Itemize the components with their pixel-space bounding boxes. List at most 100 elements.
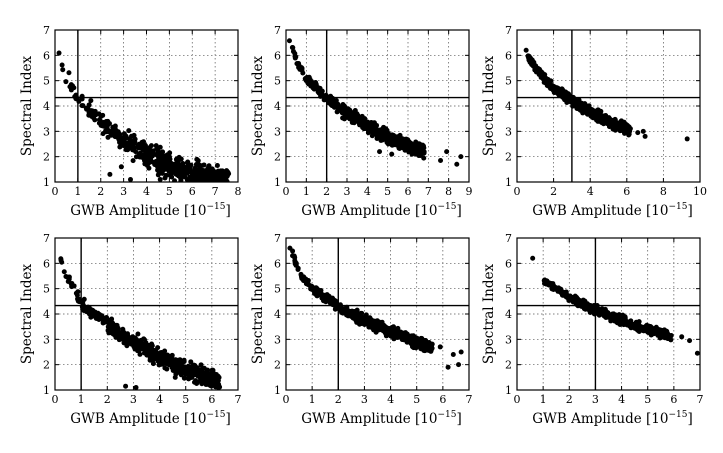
data-point bbox=[88, 108, 94, 114]
y-tick-label: 7 bbox=[274, 24, 281, 37]
data-point bbox=[375, 321, 381, 327]
data-point bbox=[93, 112, 99, 118]
data-point bbox=[144, 163, 150, 169]
data-point bbox=[377, 149, 383, 155]
data-point bbox=[133, 336, 139, 342]
data-point bbox=[389, 151, 395, 157]
data-point bbox=[332, 99, 338, 105]
data-point bbox=[289, 44, 295, 50]
data-point bbox=[348, 114, 354, 120]
data-point bbox=[133, 384, 139, 390]
data-point bbox=[60, 67, 66, 73]
data-point bbox=[63, 79, 69, 85]
scatter-points bbox=[530, 255, 700, 356]
y-tick-label: 7 bbox=[505, 232, 512, 245]
data-point bbox=[68, 87, 74, 93]
x-tick-label: 6 bbox=[623, 185, 630, 198]
data-point bbox=[550, 281, 556, 287]
data-point bbox=[150, 150, 156, 156]
data-point bbox=[156, 167, 162, 173]
data-point bbox=[199, 369, 205, 375]
data-point bbox=[405, 337, 411, 343]
y-tick-label: 1 bbox=[505, 176, 512, 189]
data-point bbox=[131, 340, 137, 346]
data-point bbox=[59, 62, 65, 68]
data-point bbox=[599, 119, 605, 125]
data-point bbox=[163, 163, 169, 169]
data-point bbox=[209, 367, 215, 373]
data-point bbox=[130, 158, 136, 164]
data-point bbox=[148, 156, 154, 162]
data-point bbox=[687, 338, 693, 344]
scatter-points bbox=[287, 245, 464, 370]
x-tick-label: 8 bbox=[235, 185, 242, 198]
data-point bbox=[341, 309, 347, 315]
x-tick-label: 4 bbox=[364, 185, 371, 198]
data-point bbox=[214, 163, 220, 169]
data-point bbox=[659, 330, 665, 336]
data-point bbox=[195, 369, 201, 375]
data-point bbox=[219, 175, 225, 181]
data-point bbox=[75, 297, 81, 303]
data-point bbox=[174, 365, 180, 371]
data-point bbox=[397, 145, 403, 151]
data-point bbox=[66, 274, 72, 280]
x-tick-label: 8 bbox=[660, 185, 667, 198]
data-point bbox=[617, 312, 623, 318]
data-point bbox=[112, 332, 118, 338]
data-point bbox=[575, 104, 581, 110]
data-point bbox=[582, 102, 588, 108]
data-point bbox=[648, 332, 654, 338]
data-point bbox=[155, 148, 161, 154]
data-point bbox=[580, 106, 586, 112]
data-point bbox=[190, 363, 196, 369]
data-point bbox=[125, 332, 131, 338]
x-tick-label: 2 bbox=[104, 393, 111, 406]
data-point bbox=[549, 83, 555, 89]
y-tick-label: 6 bbox=[274, 257, 281, 270]
x-tick-label: 2 bbox=[550, 185, 557, 198]
x-tick-label: 0 bbox=[283, 393, 290, 406]
data-point bbox=[320, 92, 326, 98]
y-tick-label: 2 bbox=[43, 359, 50, 372]
x-tick-label: 0 bbox=[514, 393, 521, 406]
x-tick-label: 10 bbox=[693, 185, 707, 198]
data-point bbox=[456, 362, 462, 368]
data-point bbox=[381, 124, 387, 130]
data-point bbox=[100, 315, 106, 321]
x-axis-label: GWB Amplitude [10−15] bbox=[70, 202, 230, 219]
data-point bbox=[155, 358, 161, 364]
data-point bbox=[620, 315, 626, 321]
data-point bbox=[374, 122, 380, 128]
data-point bbox=[458, 154, 464, 160]
data-point bbox=[187, 165, 193, 171]
data-point bbox=[426, 347, 432, 353]
y-tick-label: 3 bbox=[505, 125, 512, 138]
data-point bbox=[299, 65, 305, 71]
y-tick-label: 4 bbox=[274, 308, 281, 321]
x-tick-label: 4 bbox=[143, 185, 150, 198]
x-tick-label: 5 bbox=[644, 393, 651, 406]
data-point bbox=[341, 306, 347, 312]
data-point bbox=[128, 139, 134, 145]
x-axis-label: GWB Amplitude [10−15] bbox=[301, 202, 461, 219]
data-point bbox=[89, 311, 95, 317]
data-point bbox=[694, 350, 700, 356]
data-point bbox=[374, 129, 380, 135]
data-point bbox=[123, 133, 129, 139]
data-point bbox=[215, 173, 221, 179]
data-point bbox=[684, 136, 690, 142]
plot-frame bbox=[516, 29, 701, 183]
data-point bbox=[302, 76, 308, 82]
data-point bbox=[309, 283, 315, 289]
y-tick-label: 4 bbox=[43, 100, 50, 113]
data-point bbox=[458, 349, 464, 355]
x-tick-label: 9 bbox=[466, 185, 473, 198]
y-tick-label: 2 bbox=[274, 151, 281, 164]
data-point bbox=[529, 60, 535, 66]
y-tick-label: 2 bbox=[274, 359, 281, 372]
y-tick-label: 3 bbox=[43, 125, 50, 138]
data-point bbox=[179, 162, 185, 168]
